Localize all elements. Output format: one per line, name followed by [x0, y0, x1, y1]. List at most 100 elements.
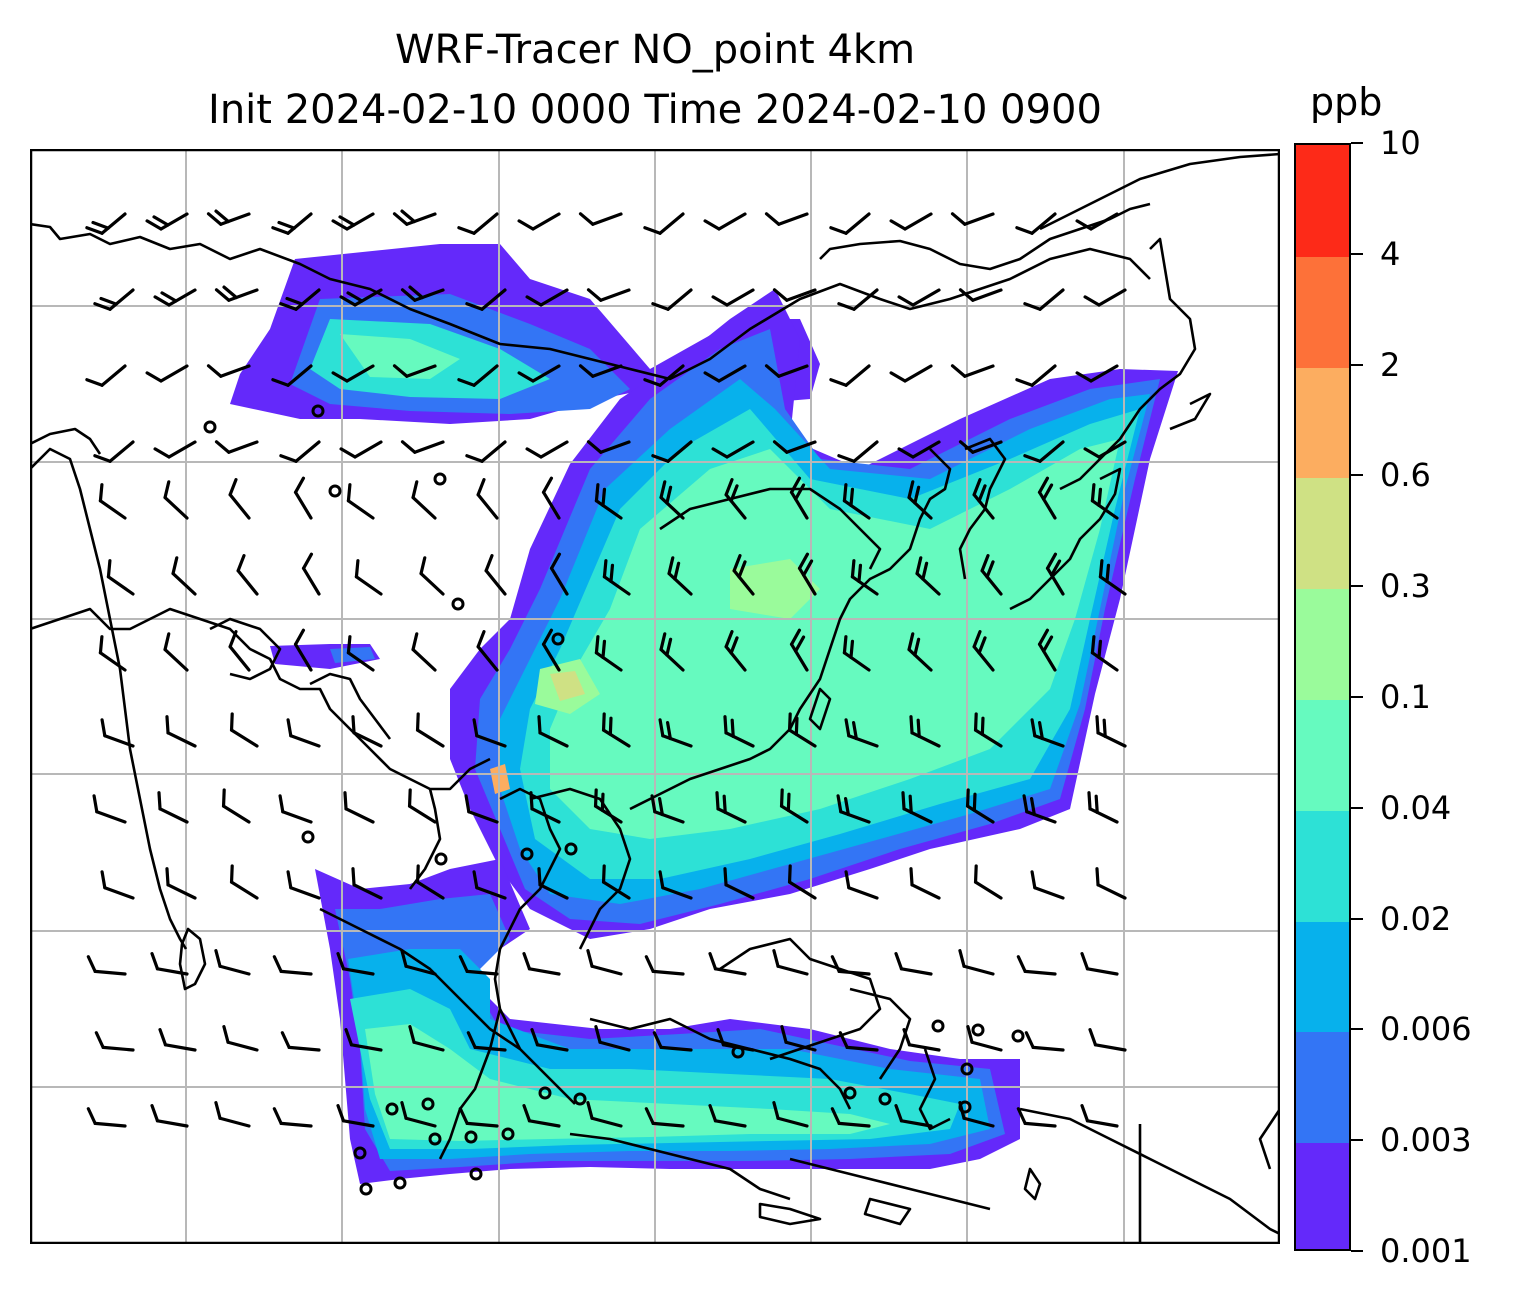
coastlines [30, 152, 1280, 1244]
colorbar-segment [1296, 1142, 1349, 1249]
wind-barb [218, 1025, 263, 1052]
wind-barb [210, 1101, 255, 1128]
wind-barb [954, 949, 999, 976]
colorbar-tick [1351, 363, 1363, 366]
wind-barb [409, 712, 453, 748]
wind-barb [155, 1028, 200, 1052]
wind-barb [85, 1107, 128, 1128]
wind-barb [891, 952, 936, 976]
colorbar-tick-label: 0.006 [1380, 1010, 1472, 1049]
wind-barb [703, 200, 747, 235]
wind-barb [764, 199, 809, 229]
colorbar-segment [1296, 920, 1349, 1033]
wind-barb [339, 428, 383, 463]
wind-barb [214, 427, 259, 457]
colorbar-tick [1351, 1139, 1363, 1142]
wind-barb [950, 199, 995, 229]
colorbar-segment [1296, 588, 1349, 700]
wind-barb [157, 632, 199, 672]
colorbar-tick-label: 0.6 [1380, 456, 1431, 495]
wind-barb [413, 556, 455, 596]
colorbar-tick-label: 2 [1380, 345, 1401, 384]
wind-barb [1023, 277, 1065, 317]
colorbar-tick-label: 4 [1380, 234, 1401, 273]
colorbar-tick-label: 0.1 [1380, 678, 1431, 716]
wind-barb [297, 552, 333, 596]
wind-barb [153, 428, 197, 463]
wind-barb [87, 794, 132, 824]
wind-barb [643, 201, 685, 241]
wind-barb [519, 952, 564, 976]
wind-barb [899, 1028, 944, 1052]
colorbar-tick [1351, 1250, 1363, 1252]
wind-barb [651, 277, 693, 317]
wind-barb [340, 483, 383, 520]
wind-barb [159, 867, 203, 900]
wind-barb [405, 480, 447, 520]
wind-barb [711, 276, 755, 311]
wind-barb [829, 353, 871, 393]
map-panel [30, 149, 1280, 1244]
colorbar-segment [1296, 1031, 1349, 1144]
colorbar-segment [1296, 477, 1349, 590]
wind-barb [92, 483, 135, 520]
wind-barb [1081, 791, 1125, 824]
colorbar-tick-label: 10 [1380, 124, 1421, 162]
wind-barb [829, 201, 871, 241]
colorbar-tick-label: 0.003 [1380, 1121, 1472, 1160]
wind-barb [400, 427, 445, 457]
wind-barb [889, 352, 933, 387]
wind-barb [1077, 1104, 1122, 1128]
wind-barb [1023, 1031, 1066, 1052]
wind-barb [145, 352, 189, 387]
wind-barb [151, 791, 195, 824]
colorbar-tick-label: 0.02 [1380, 899, 1452, 938]
calm-wind-markers [203, 404, 1025, 1196]
wind-barb [100, 559, 143, 596]
map-frame-border [30, 149, 1280, 1244]
wind-barb [271, 201, 313, 241]
wind-barb [273, 794, 318, 824]
wind-barb [1089, 867, 1133, 900]
wind-barb [457, 201, 499, 241]
wind-barb [903, 867, 947, 900]
wind-barb [331, 200, 375, 235]
colorbar-tick-label: 0.001 [1380, 1232, 1472, 1270]
colorbar-segment [1296, 366, 1349, 479]
wind-barb [889, 200, 933, 235]
colorbar-segment [1296, 145, 1349, 257]
wind-barb [85, 201, 127, 241]
map-gridlines [30, 149, 1280, 1244]
wind-barb [223, 478, 262, 520]
colorbar [1294, 143, 1351, 1251]
wind-barb [1015, 955, 1058, 976]
wind-barb [289, 476, 325, 520]
colorbar-tick-label: 0.04 [1380, 788, 1452, 827]
wind-barb [471, 478, 510, 520]
wind-barb [153, 276, 197, 311]
wind-barb [392, 199, 437, 229]
wind-barb [215, 788, 259, 824]
colorbar-tick [1351, 474, 1363, 477]
wind-barb [345, 715, 389, 748]
map-title-line-1: WRF-Tracer NO_point 4km [394, 27, 916, 73]
colorbar-tick [1351, 806, 1363, 809]
wind-barb [93, 1031, 136, 1052]
wind-barb [1077, 952, 1122, 976]
wind-barb [210, 949, 255, 976]
wind-barb [1083, 276, 1127, 311]
colorbar-unit-label: ppb [1310, 80, 1383, 124]
colorbar-tick [1351, 142, 1363, 144]
wind-barb [582, 949, 627, 976]
wind-barb [85, 955, 128, 976]
wind-barb [405, 632, 447, 672]
colorbar-tick-label: 0.3 [1380, 567, 1431, 606]
map-title-line-2: Init 2024-02-10 0000 Time 2024-02-10 090… [208, 87, 1102, 133]
wind-barb [950, 351, 995, 381]
wind-barb [829, 955, 872, 976]
wind-barb [578, 199, 623, 229]
colorbar-tick [1351, 252, 1363, 255]
wind-barb [85, 353, 127, 393]
wind-barb [159, 715, 203, 748]
wind-barb [214, 275, 259, 305]
